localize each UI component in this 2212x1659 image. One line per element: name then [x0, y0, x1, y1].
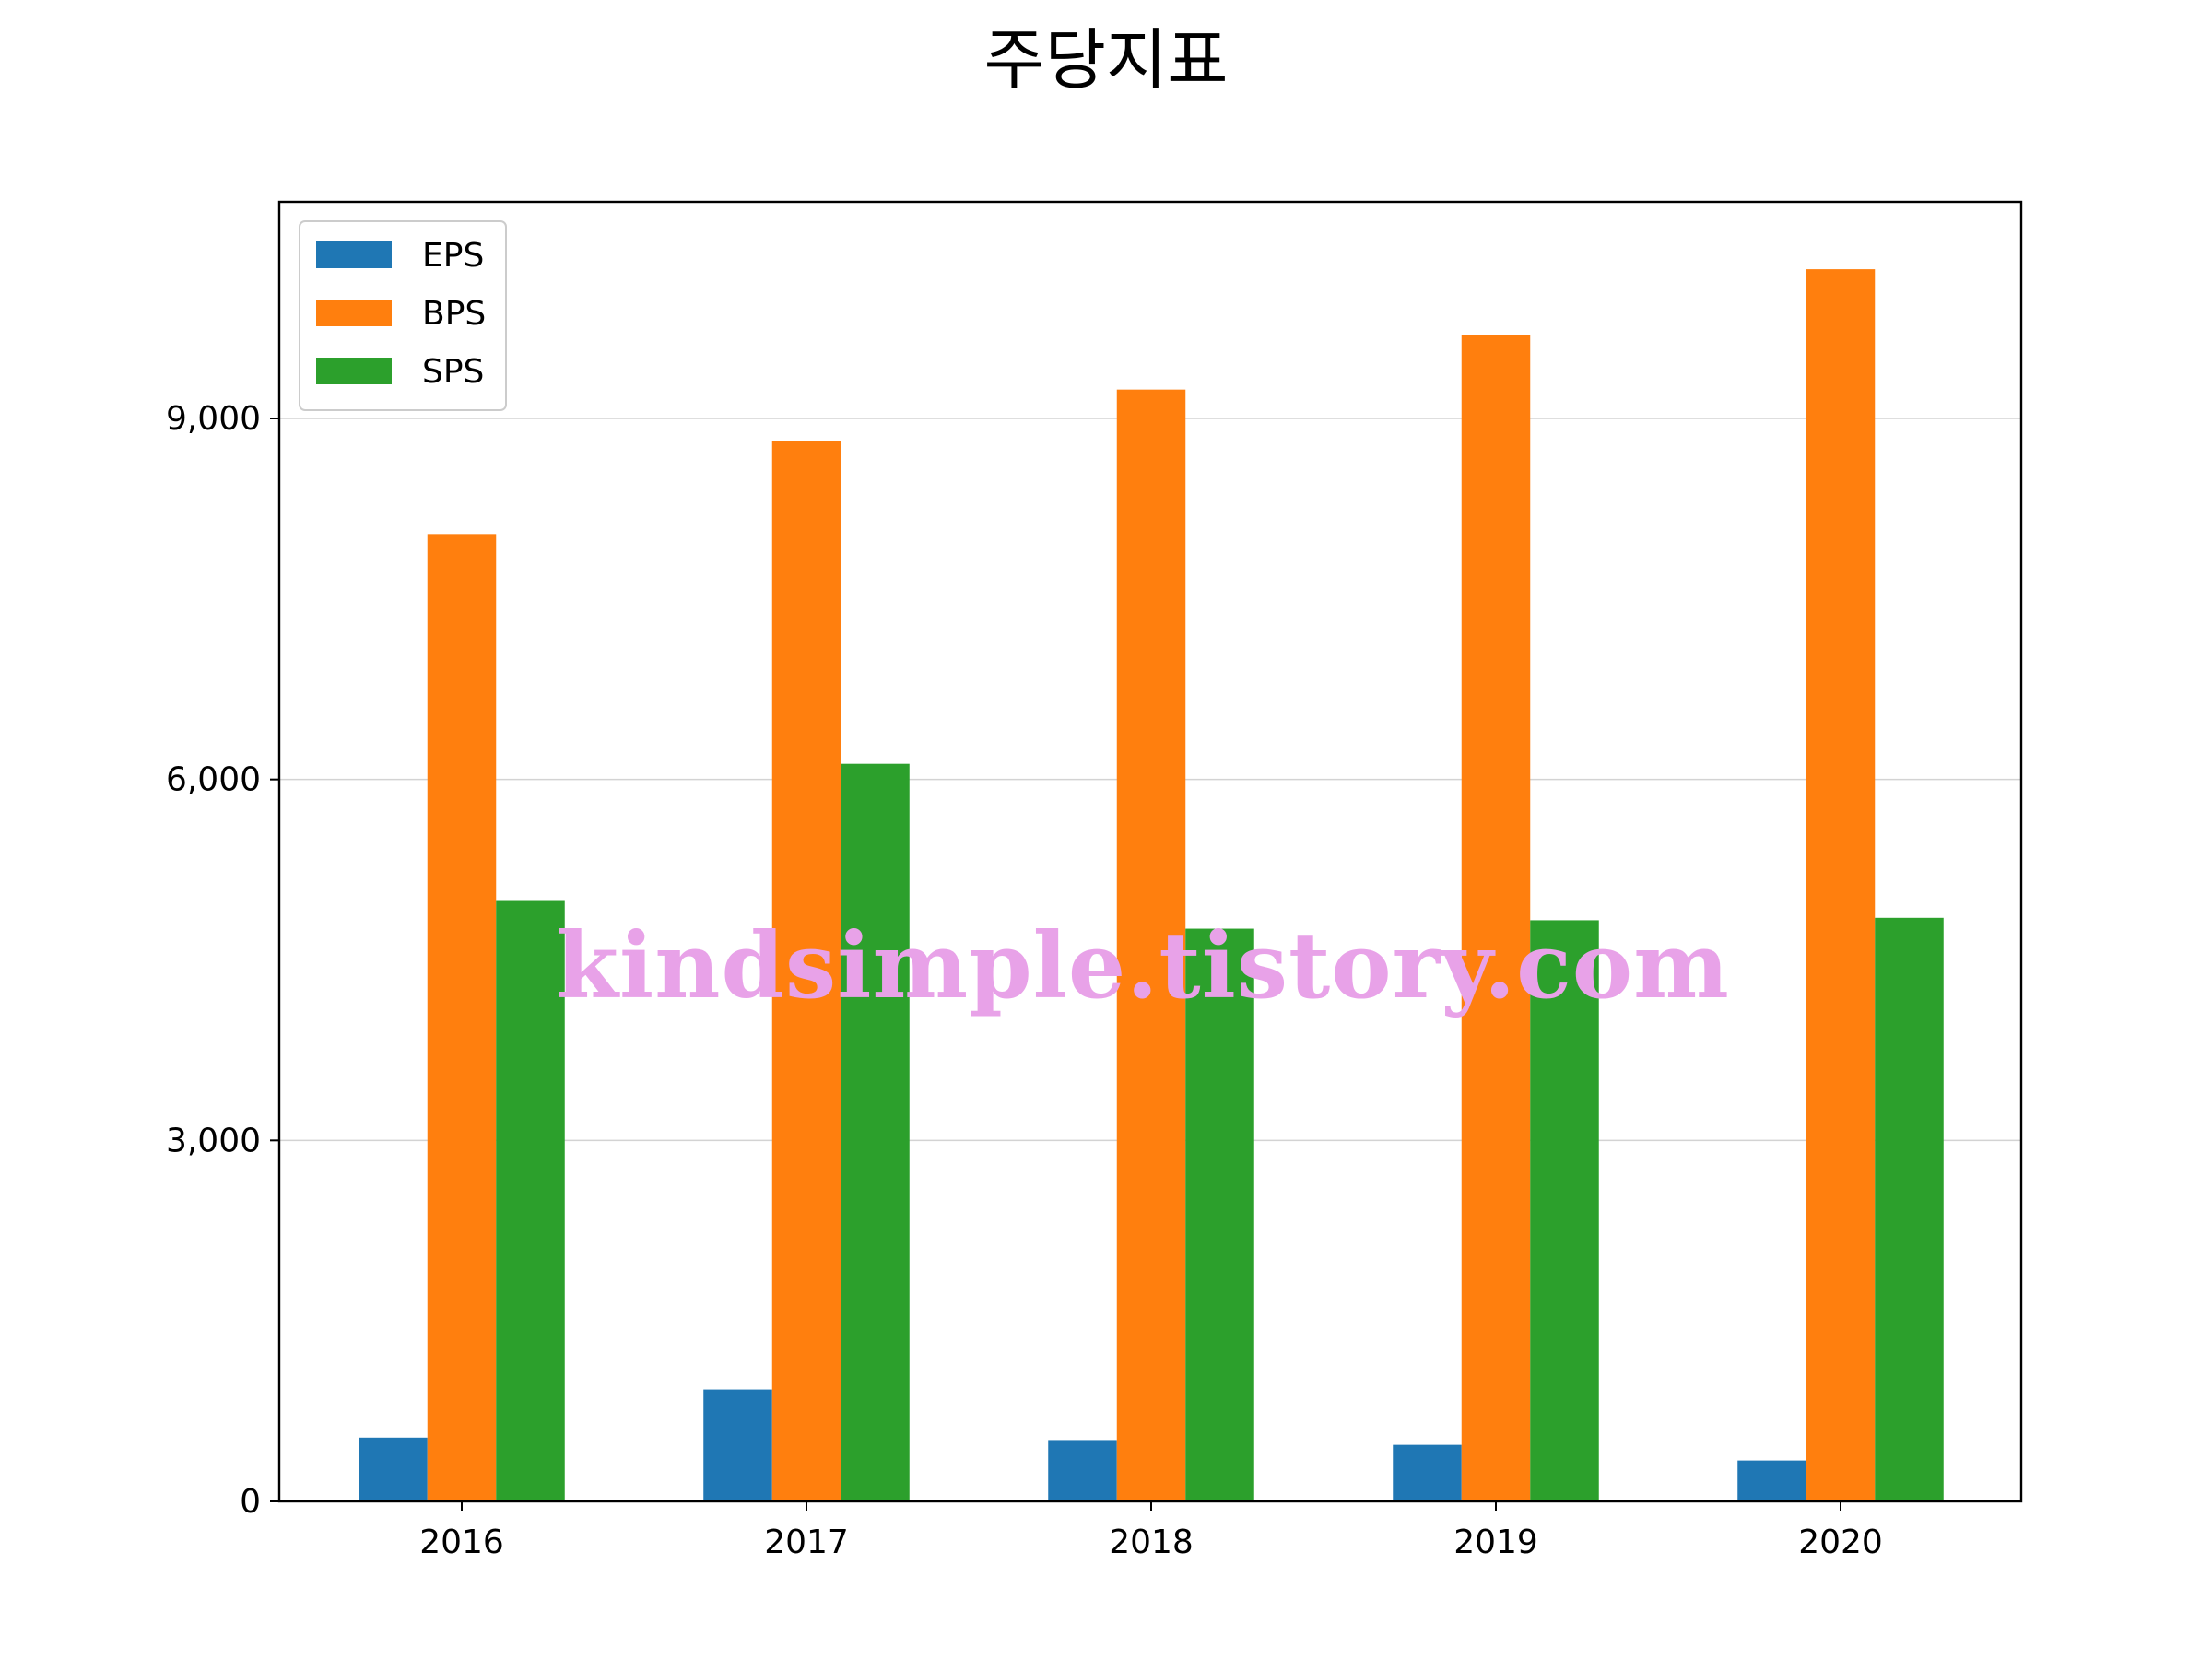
legend-swatch-sps [316, 358, 392, 384]
x-tick-label: 2016 [419, 1524, 504, 1561]
bar-sps-2017 [841, 763, 910, 1501]
x-axis: 2016 2017 2018 2019 2020 [419, 1501, 1883, 1561]
bar-bps-2016 [427, 534, 497, 1502]
legend-swatch-bps [316, 300, 392, 326]
bar-bps-2018 [1116, 389, 1186, 1502]
bar-bps-2017 [771, 441, 841, 1501]
legend-label-sps: SPS [422, 353, 484, 391]
legend-label-bps: BPS [422, 295, 486, 333]
legend: EPS BPS SPS [299, 220, 507, 411]
watermark: kindsimple.tistory.com [556, 913, 1730, 1019]
bar-sps-2019 [1530, 920, 1599, 1501]
bar-eps-2018 [1048, 1440, 1117, 1501]
bar-eps-2019 [1393, 1444, 1462, 1501]
bar-sps-2018 [1185, 928, 1254, 1501]
y-tick-label: 9,000 [166, 400, 261, 438]
bar-bps-2019 [1461, 335, 1531, 1502]
bar-eps-2016 [359, 1437, 428, 1501]
bar-sps-2020 [1875, 917, 1944, 1501]
x-tick-label: 2018 [1109, 1524, 1194, 1561]
bar-eps-2017 [703, 1389, 772, 1501]
x-tick-label: 2020 [1798, 1524, 1883, 1561]
y-tick-label: 6,000 [166, 761, 261, 799]
bars [359, 269, 1944, 1502]
bar-eps-2020 [1737, 1460, 1806, 1501]
y-tick-label: 3,000 [166, 1122, 261, 1159]
y-tick-label: 0 [240, 1483, 261, 1521]
x-tick-label: 2019 [1453, 1524, 1538, 1561]
y-axis: 0 3,000 6,000 9,000 [166, 400, 279, 1521]
bar-sps-2016 [496, 900, 565, 1501]
legend-swatch-eps [316, 241, 392, 268]
bar-bps-2020 [1806, 269, 1876, 1502]
x-tick-label: 2017 [764, 1524, 849, 1561]
legend-label-eps: EPS [422, 237, 484, 275]
chart-title: 주당지표 [984, 21, 1229, 99]
